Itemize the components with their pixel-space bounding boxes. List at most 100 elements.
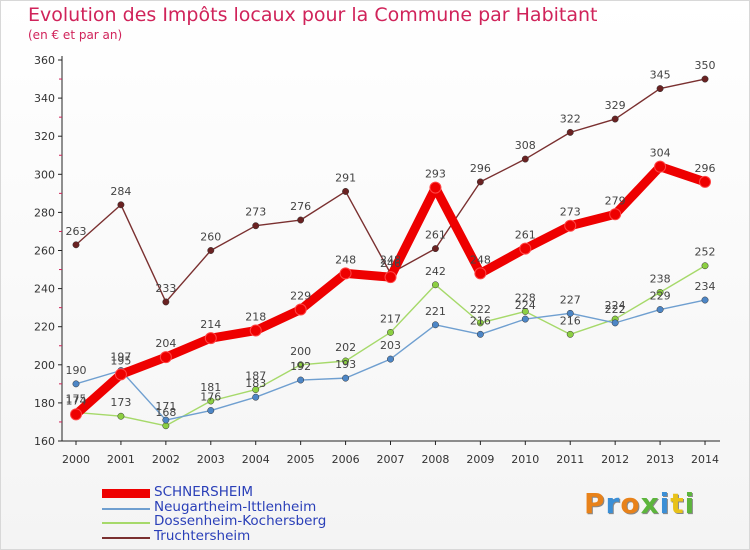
y-tick-label: 160 <box>34 435 55 448</box>
data-label: 190 <box>66 364 87 377</box>
data-point <box>297 361 305 369</box>
data-point <box>387 355 394 363</box>
data-point <box>114 368 127 381</box>
legend-label: SCHNERSHEIM <box>154 484 254 500</box>
legend-swatch <box>102 507 150 510</box>
data-label: 308 <box>515 139 536 152</box>
data-label: 248 <box>380 253 401 266</box>
data-label: 181 <box>200 381 221 394</box>
data-point <box>476 330 484 338</box>
data-label: 214 <box>200 318 221 331</box>
data-label: 260 <box>200 231 221 244</box>
data-point <box>609 208 622 221</box>
data-point <box>431 281 439 289</box>
data-label: 229 <box>650 290 671 303</box>
data-point <box>294 303 307 316</box>
data-point <box>521 155 529 163</box>
data-label: 187 <box>245 370 266 383</box>
data-point <box>342 357 350 365</box>
y-tick-label: 320 <box>34 130 55 143</box>
data-label: 248 <box>470 253 491 266</box>
data-point <box>387 328 394 336</box>
data-label: 195 <box>110 354 131 367</box>
legend-label: Dossenheim-Kochersberg <box>154 513 327 529</box>
data-point <box>476 319 484 327</box>
data-label: 216 <box>470 314 491 327</box>
data-label: 291 <box>335 171 356 184</box>
x-tick-label: 2002 <box>152 453 180 466</box>
data-label: 293 <box>425 168 446 181</box>
legend-swatch <box>102 489 150 498</box>
data-point <box>117 201 125 209</box>
data-label: 284 <box>110 185 131 198</box>
data-point <box>699 175 712 188</box>
y-tick-label: 180 <box>34 397 55 410</box>
data-point <box>70 408 82 421</box>
data-point <box>654 160 667 173</box>
data-label: 183 <box>245 377 266 390</box>
x-tick-label: 2008 <box>421 453 449 466</box>
data-point <box>656 306 664 314</box>
data-point <box>564 219 577 232</box>
data-label: 261 <box>515 229 536 242</box>
data-point <box>159 351 172 364</box>
data-label: 217 <box>380 312 401 325</box>
data-label: 197 <box>110 351 131 364</box>
y-tick-label: 240 <box>34 283 55 296</box>
data-label: 218 <box>245 311 266 324</box>
data-point <box>162 416 170 424</box>
data-label: 263 <box>66 225 87 238</box>
data-point <box>72 380 80 388</box>
data-label: 322 <box>560 112 581 125</box>
data-label: 200 <box>290 345 311 358</box>
data-label: 224 <box>515 299 536 312</box>
chart-subtitle: (en € et par an) <box>28 28 123 42</box>
data-point <box>701 75 709 83</box>
data-point <box>476 178 484 186</box>
chart-title: Evolution des Impôts locaux pour la Comm… <box>28 4 598 26</box>
data-point <box>207 407 215 414</box>
x-tick-label: 2012 <box>601 453 629 466</box>
data-label: 202 <box>335 341 356 354</box>
x-tick-label: 2009 <box>466 453 494 466</box>
data-label: 273 <box>245 206 266 219</box>
data-point <box>252 386 260 394</box>
data-label: 304 <box>650 147 671 160</box>
data-point <box>566 128 574 136</box>
data-point <box>431 321 439 329</box>
x-tick-label: 2013 <box>646 453 674 466</box>
legend-label: Neugartheim-Ittlenheim <box>154 498 317 515</box>
data-point <box>384 271 397 284</box>
data-label: 204 <box>155 337 176 350</box>
data-label: 227 <box>560 293 581 306</box>
x-tick-label: 2001 <box>107 453 135 466</box>
data-point <box>162 422 170 430</box>
data-point <box>249 324 262 337</box>
x-tick-label: 2003 <box>197 453 225 466</box>
x-tick-label: 2006 <box>332 453 360 466</box>
data-point <box>611 319 619 327</box>
data-label: 329 <box>605 99 626 112</box>
data-point <box>656 85 664 93</box>
data-label: 222 <box>470 303 491 316</box>
data-label: 174 <box>66 394 87 407</box>
data-point <box>117 412 125 420</box>
data-label: 216 <box>560 314 581 327</box>
x-tick-label: 2014 <box>691 453 719 466</box>
y-tick-label: 340 <box>34 92 55 105</box>
data-label: 173 <box>110 396 131 409</box>
x-tick-label: 2000 <box>62 453 90 466</box>
data-point <box>429 181 442 194</box>
y-tick-label: 200 <box>34 359 55 372</box>
data-point <box>252 393 260 401</box>
data-label: 242 <box>425 265 446 278</box>
data-label: 229 <box>290 290 311 303</box>
data-label: 296 <box>470 162 491 175</box>
data-point <box>431 245 439 253</box>
data-label: 228 <box>515 291 536 304</box>
data-point <box>207 397 215 405</box>
y-tick-label: 360 <box>34 54 55 67</box>
data-point <box>656 288 664 296</box>
proxiti-logo: Proxiti <box>584 487 696 520</box>
